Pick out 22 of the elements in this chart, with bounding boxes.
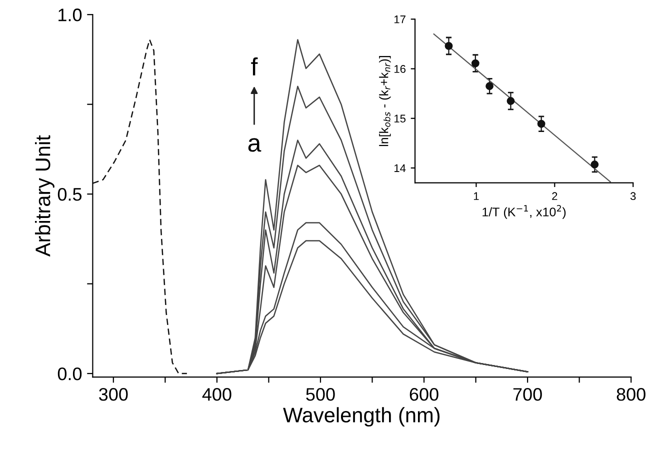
x-axis-title: 1/T (K$^{−1}$, x10$^{2}$)	[482, 205, 566, 219]
y-tick-label: 0.0	[58, 367, 82, 380]
y-tick-label: 15	[394, 114, 406, 122]
y-axis-title: Arbitrary Unit	[34, 135, 54, 257]
y-tick-label: 0.5	[58, 188, 82, 201]
y-tick-label: 16	[394, 65, 406, 73]
x-tick-label: 2	[552, 192, 558, 200]
x-tick-label: 500	[306, 388, 335, 401]
annotation: a	[248, 138, 262, 152]
y-tick-label: 17	[394, 16, 406, 24]
x-tick-label: 600	[410, 388, 438, 401]
x-tick-label: 800	[616, 388, 646, 401]
annotation: f	[251, 57, 258, 76]
y-tick-label: 14	[394, 164, 406, 172]
x-tick-label: 1	[474, 192, 479, 200]
x-axis-title: Wavelength (nm)	[283, 407, 440, 427]
y-axis-title: ln[k$_{obs}$ - (k$_{r}$+k$_{nr}$)]	[379, 56, 391, 146]
x-tick-label: 400	[202, 388, 232, 401]
x-tick-label: 3	[630, 192, 636, 200]
x-tick-label: 300	[99, 388, 128, 401]
x-tick-label: 700	[513, 388, 542, 401]
y-tick-label: 1.0	[58, 8, 82, 22]
